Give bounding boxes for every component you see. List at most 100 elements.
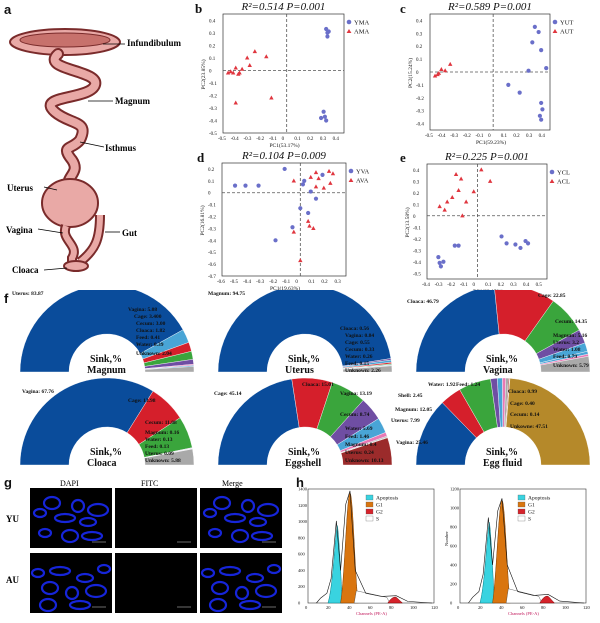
sink-caption: Sink,% <box>90 447 122 458</box>
y-tick-label: -0.4 <box>208 239 216 244</box>
legend-marker-a <box>552 19 558 25</box>
nucleus-band <box>80 530 104 542</box>
point-series-a <box>325 34 330 39</box>
point-series-b <box>269 95 274 100</box>
x-tick-label: 0.2 <box>498 283 505 288</box>
legend-label-a: YUT <box>560 20 573 27</box>
nucleus-band <box>266 563 282 575</box>
point-series-a <box>539 47 544 53</box>
y-tick-label: -0.4 <box>416 123 424 128</box>
x-tick-label: 0.1 <box>294 137 301 142</box>
sink-value-label: Cecum: 0.33 <box>345 347 375 353</box>
label-vagina: Vagina <box>6 225 33 235</box>
sink-value-label: Unknown: 2.26 <box>345 368 381 374</box>
sink-slice <box>217 290 392 373</box>
y-tick-label: 0 <box>209 69 212 74</box>
nucleus-band <box>40 580 60 596</box>
point-series-b <box>236 71 241 76</box>
x-tick-label: -0.2 <box>463 134 471 139</box>
y-tick-label: 400 <box>298 568 306 573</box>
point-series-a <box>298 206 303 211</box>
flow-cytometry-panels: 0 20 40 60 80 100 1200200400600800100012001400… <box>296 487 591 617</box>
point-series-b <box>458 176 464 181</box>
g2-peak <box>387 596 404 604</box>
sink-value-label: Magnum: 94.75 <box>208 291 245 297</box>
point-series-b <box>442 207 447 212</box>
pcoa-panel-e: e R²=0.225 P=0.001 -0.4 -0.3 -0.2 -0.1 0 0.1 0.2… <box>400 150 570 290</box>
sink-slice <box>415 290 500 373</box>
point-series-a <box>318 115 324 121</box>
y-tick-label: -0.2 <box>413 238 421 243</box>
legend-label-a: YMA <box>354 20 369 27</box>
x-tick-label: 80 <box>541 605 546 610</box>
sink-target: Egg fluid <box>483 458 523 469</box>
legend-label: G2 <box>376 510 383 516</box>
x-tick-label: -0.4 <box>231 137 239 142</box>
nucleus-band <box>200 567 216 579</box>
x-axis-label: PC1(23.15%) <box>473 288 503 290</box>
y-tick-label: 200 <box>450 582 458 587</box>
pcoa-title: R²=0.225 P=0.001 <box>444 151 529 163</box>
x-tick-label: 0.3 <box>510 283 517 288</box>
point-series-a <box>532 24 537 29</box>
point-series-a <box>506 82 511 87</box>
x-tick-label: -0.4 <box>438 134 446 139</box>
legend-label-a: YVA <box>356 169 370 176</box>
nucleus-band <box>223 512 247 524</box>
point-series-b <box>233 65 238 70</box>
y-tick-label: 400 <box>450 563 458 568</box>
legend-label-b: AUT <box>560 29 573 36</box>
legend-marker-b <box>346 29 352 33</box>
sink-value-label: Uterus: 0.09 <box>145 451 174 457</box>
x-tick-label: 40 <box>347 605 352 610</box>
y-tick-label: 0.4 <box>416 19 423 24</box>
panel-letter: e <box>400 150 406 165</box>
sink-caption: Sink,% <box>288 447 320 458</box>
legend-label-b: AMA <box>354 29 369 36</box>
y-tick-label: 0.2 <box>209 44 216 49</box>
x-tick-label: 20 <box>478 605 483 610</box>
point-series-a <box>290 225 295 230</box>
panel-letter: c <box>400 1 406 16</box>
legend-swatch <box>365 501 374 508</box>
legend-label: Apoptosis <box>376 496 398 502</box>
point-series-b <box>307 223 312 228</box>
nucleus-band <box>86 502 110 518</box>
label-uterus: Uterus <box>7 183 33 193</box>
label-magnum: Magnum <box>115 96 151 106</box>
nucleus-band <box>75 572 95 584</box>
point-series-b <box>245 55 250 60</box>
nucleus-band <box>248 516 268 528</box>
pcoa-title: R²=0.589 P=0.001 <box>447 1 532 13</box>
legend-marker-a <box>549 169 555 175</box>
y-tick-label: -0.5 <box>208 251 216 256</box>
sink-value-label: Cecum: 3.00 <box>136 321 166 327</box>
nucleus-band <box>78 516 98 528</box>
x-tick-label: 120 <box>431 605 439 610</box>
nucleus-band <box>84 583 108 599</box>
sink-value-label: Cage: 0.40 <box>510 401 535 407</box>
point-series-b <box>463 199 469 204</box>
sink-chart-6: Sink,%Egg fluid <box>415 377 591 469</box>
sink-caption: Sink,% <box>486 354 518 365</box>
sink-value-label: Unknown: 10.13 <box>345 458 384 464</box>
panel-h-label: h <box>296 475 304 490</box>
y-tick-label: 0.4 <box>413 169 420 174</box>
point-series-b <box>239 66 245 71</box>
nucleus-band <box>210 580 230 596</box>
nucleus-band <box>250 530 274 542</box>
y-tick-label: -0.4 <box>413 261 421 266</box>
point-series-a <box>438 264 443 269</box>
sink-value-label: Water: 0.26 <box>345 354 373 360</box>
x-tick-label: 120 <box>583 605 591 610</box>
y-tick-label: 800 <box>450 525 458 530</box>
nucleus-band <box>68 599 92 611</box>
sink-value-label: Water: 0.13 <box>145 437 173 443</box>
x-axis-label: Channels (PE-A) <box>356 611 387 616</box>
sink-target: Vagina <box>483 365 513 376</box>
label-cloaca: Cloaca <box>12 265 39 275</box>
point-series-b <box>448 61 453 66</box>
x-tick-label: -0.1 <box>460 283 468 288</box>
sink-chart-1: Sink,%Magnum <box>19 290 195 376</box>
sink-chart-5: Sink,%Eggshell <box>217 377 393 469</box>
